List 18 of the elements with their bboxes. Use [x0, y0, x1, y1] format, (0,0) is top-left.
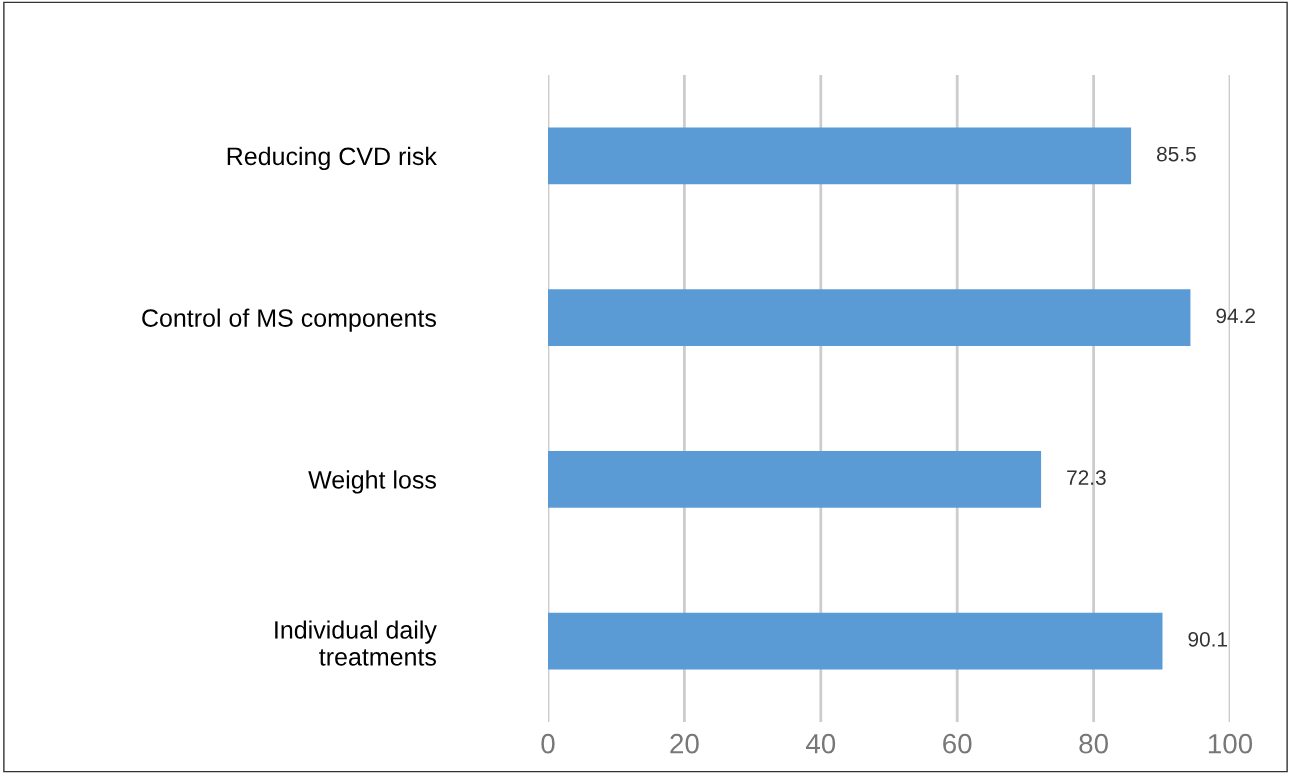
x-tick-label: 60	[943, 733, 972, 754]
data-label: 85.5	[1157, 146, 1196, 162]
x-tick-label: 100	[1208, 733, 1253, 754]
data-label: 90.1	[1188, 631, 1228, 647]
y-tick-label: Weight loss	[308, 470, 436, 494]
x-tick-label: 0	[541, 733, 555, 754]
data-label: 94.2	[1216, 308, 1255, 324]
y-tick-label: Individual daily treatments	[275, 620, 437, 666]
bar	[548, 451, 1042, 508]
y-tick-label: Control of MS components	[142, 308, 437, 332]
bar	[548, 289, 1191, 346]
data-label: 72.3	[1067, 470, 1106, 485]
bar	[548, 612, 1163, 670]
x-tick-label: 20	[670, 733, 699, 754]
x-tick-label: 40	[805, 733, 836, 754]
y-tick-label: Reducing CVD risk	[227, 146, 437, 171]
x-tick-label: 80	[1079, 733, 1108, 754]
bar	[548, 127, 1132, 185]
